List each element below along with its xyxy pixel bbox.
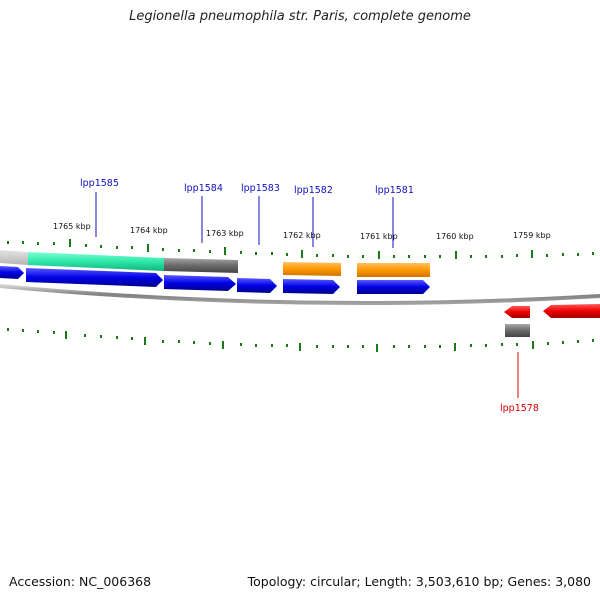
reverse-strand-genes [504, 304, 600, 337]
inner-tick-marks [7, 328, 594, 352]
scale-label-1759: 1759 kbp [513, 231, 551, 240]
scale-label-1764: 1764 kbp [130, 226, 168, 235]
feature-block-orange-1 [283, 262, 341, 276]
gene-arrow [283, 279, 340, 294]
feature-block-teal [28, 252, 164, 271]
feature-track-outer [0, 250, 430, 277]
topology-text: Topology: circular; Length: 3,503,610 bp… [247, 574, 591, 589]
forward-strand-genes [0, 266, 430, 294]
feature-block-gray-inner [505, 324, 530, 337]
outer-tick-marks [7, 239, 594, 259]
gene-label-lpp1583: lpp1583 [241, 183, 280, 194]
gene-arrow [26, 268, 163, 287]
feature-block-orange-2 [357, 263, 430, 277]
feature-block-gray [164, 258, 238, 273]
scale-label-1763: 1763 kbp [206, 229, 244, 238]
gene-arrow-reverse [543, 304, 600, 318]
gene-label-lpp1582: lpp1582 [294, 185, 333, 196]
feature-block-light [0, 250, 28, 265]
scale-label-1761: 1761 kbp [360, 232, 398, 241]
gene-arrow [357, 280, 430, 294]
accession-text: Accession: NC_006368 [9, 574, 152, 589]
scale-label-1765: 1765 kbp [53, 222, 91, 231]
gene-label-lpp1584: lpp1584 [184, 183, 223, 194]
gene-arrow [164, 275, 236, 291]
gene-label-lpp1578: lpp1578 [500, 403, 539, 414]
scale-label-1762: 1762 kbp [283, 231, 321, 240]
label-leader-lines [95, 192, 519, 398]
genome-backbone [0, 284, 600, 306]
gene-label-lpp1581: lpp1581 [375, 185, 414, 196]
gene-arrow-reverse [504, 306, 530, 318]
gene-arrow [237, 278, 277, 293]
gene-arrow [0, 266, 24, 279]
scale-label-1760: 1760 kbp [436, 232, 474, 241]
map-title: Legionella pneumophila str. Paris, compl… [129, 9, 471, 24]
gene-label-lpp1585: lpp1585 [80, 178, 119, 189]
